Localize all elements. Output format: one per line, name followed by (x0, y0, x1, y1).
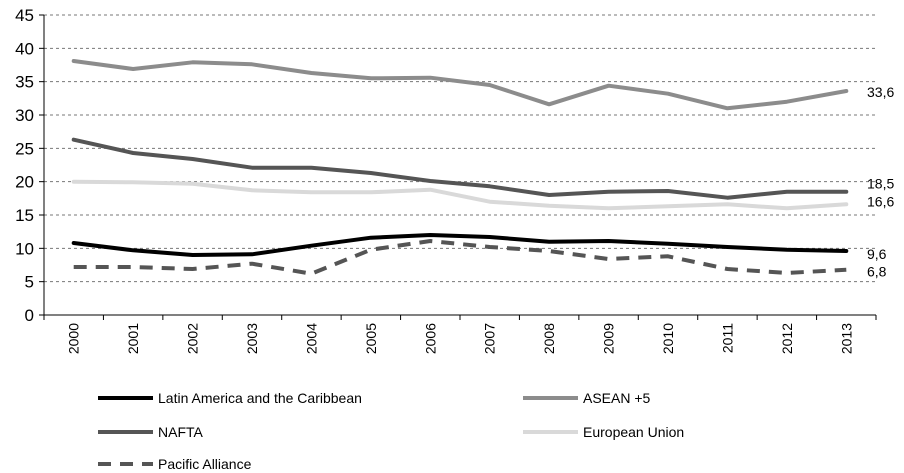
end-value-label: 6,8 (867, 264, 887, 280)
legend: Latin America and the Caribbean ASEAN +5 N… (98, 390, 684, 472)
legend-label: NAFTA (158, 424, 204, 440)
x-tick-label: 2012 (779, 323, 795, 354)
end-value-label: 33,6 (867, 84, 894, 100)
y-tick-label: 30 (15, 106, 34, 125)
end-labels: 9,6 33,6 18,516,6 6,8 (867, 84, 894, 280)
x-tick-label: 2010 (660, 323, 676, 354)
x-tick-label: 2003 (244, 323, 260, 354)
legend-label: ASEAN +5 (583, 390, 651, 406)
series-lines (71, 59, 849, 276)
x-tick-label: 2011 (719, 323, 735, 353)
x-tick-label: 2006 (422, 323, 438, 354)
series-line-latin-america-and-the-caribbean (71, 233, 849, 257)
series-line-nafta (71, 137, 849, 200)
y-tick-label: 10 (15, 239, 34, 258)
legend-label: Pacific Alliance (158, 456, 252, 472)
x-tick-label: 2004 (303, 323, 319, 354)
legend-label: Latin America and the Caribbean (158, 390, 362, 406)
y-tick-label: 45 (15, 6, 34, 25)
end-value-label: 16,6 (867, 193, 894, 209)
y-tick-label: 20 (15, 173, 34, 192)
y-tick-label: 25 (15, 139, 34, 158)
legend-label: European Union (583, 424, 684, 440)
x-tick-label: 2009 (601, 323, 617, 354)
y-tick-label: 35 (15, 73, 34, 92)
x-tick-label: 2000 (66, 323, 82, 354)
x-tick-label: 2002 (185, 323, 201, 354)
x-tick-label: 2005 (363, 323, 379, 354)
y-tick-label: 0 (25, 306, 34, 325)
x-tick-label: 2008 (541, 323, 557, 354)
axes: 0 5 10 15 20 25 30 35 40 45 2000 2001 2002 2003 2004 20… (15, 6, 877, 354)
series-line-european-union (71, 179, 849, 211)
x-tick-label: 2007 (482, 323, 498, 354)
x-tick-label: 2001 (125, 323, 141, 354)
gridlines (44, 14, 876, 283)
end-value-label: 18,5 (867, 176, 894, 192)
series-line-asean-5 (71, 59, 849, 111)
y-tick-label: 40 (15, 39, 34, 58)
y-tick-label: 15 (15, 206, 34, 225)
x-tick-label: 2013 (838, 323, 854, 354)
y-tick-label: 5 (25, 273, 34, 292)
end-value-label: 9,6 (867, 246, 887, 262)
